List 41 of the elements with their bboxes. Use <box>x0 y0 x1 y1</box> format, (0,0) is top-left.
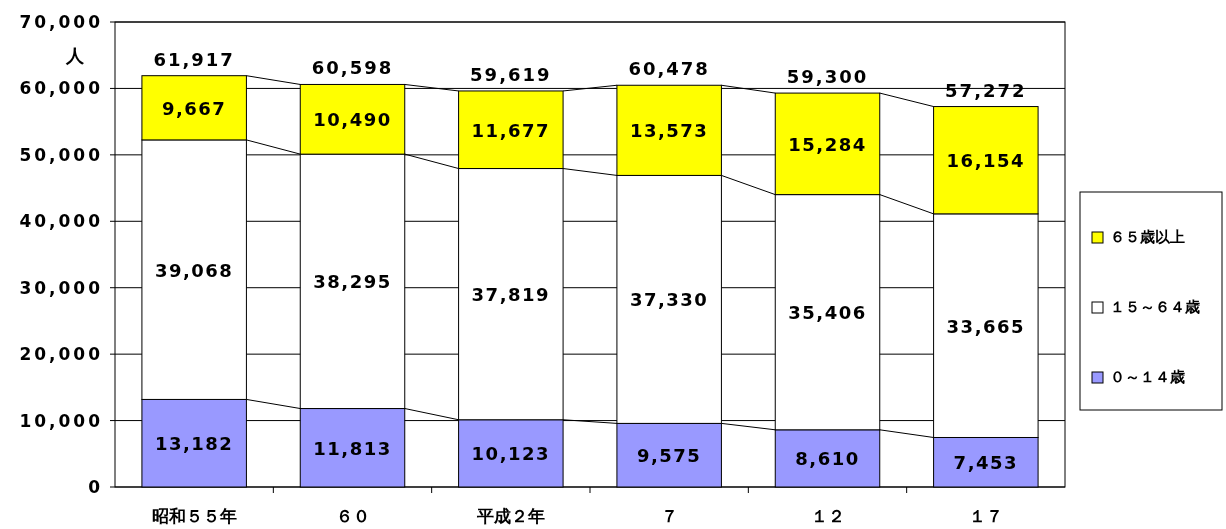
x-tick-label: １２ <box>810 506 845 526</box>
total-label: 60,598 <box>311 57 394 79</box>
data-label: 11,813 <box>313 437 392 459</box>
data-label: 33,665 <box>946 315 1026 337</box>
data-label: 13,573 <box>629 120 709 142</box>
data-label: 10,490 <box>313 109 392 131</box>
data-label: 37,819 <box>471 284 551 306</box>
x-tick-label: １７ <box>968 506 1003 526</box>
data-label: 37,330 <box>629 289 709 311</box>
data-label: 9,575 <box>636 445 702 467</box>
y-tick-label: 30,000 <box>19 277 103 298</box>
legend-label: １５～６４歳 <box>1110 298 1200 316</box>
y-tick-label: 70,000 <box>19 12 103 32</box>
legend-label: ０～１４歳 <box>1110 368 1185 386</box>
y-tick-label: 20,000 <box>19 344 103 365</box>
data-label: 38,295 <box>313 271 392 293</box>
data-label: 15,284 <box>788 133 867 155</box>
y-tick-label: 60,000 <box>19 78 103 99</box>
x-tick-label: ６０ <box>335 506 370 526</box>
data-label: 39,068 <box>154 259 234 281</box>
total-label: 60,478 <box>628 58 710 80</box>
data-label: 7,453 <box>953 452 1019 474</box>
data-label: 35,406 <box>788 302 867 324</box>
y-axis-title: 人 <box>65 45 85 66</box>
data-label: 8,610 <box>795 448 860 470</box>
total-label: 59,300 <box>786 66 869 88</box>
total-label: 61,917 <box>153 48 235 70</box>
data-label: 10,123 <box>471 443 551 465</box>
data-label: 9,667 <box>161 97 227 119</box>
y-tick-label: 50,000 <box>19 144 103 165</box>
total-label: 59,619 <box>470 63 552 85</box>
legend-label: ６５歳以上 <box>1110 228 1185 246</box>
data-label: 11,677 <box>471 119 551 141</box>
data-label: 13,182 <box>154 433 234 455</box>
data-label: 16,154 <box>946 150 1026 172</box>
y-tick-label: 10,000 <box>19 410 103 431</box>
x-tick-label: 昭和５５年 <box>151 506 237 526</box>
y-tick-label: 40,000 <box>19 211 103 232</box>
x-tick-label: ７ <box>660 506 678 526</box>
x-tick-label: 平成２年 <box>475 506 545 526</box>
y-tick-label: 0 <box>88 477 103 497</box>
